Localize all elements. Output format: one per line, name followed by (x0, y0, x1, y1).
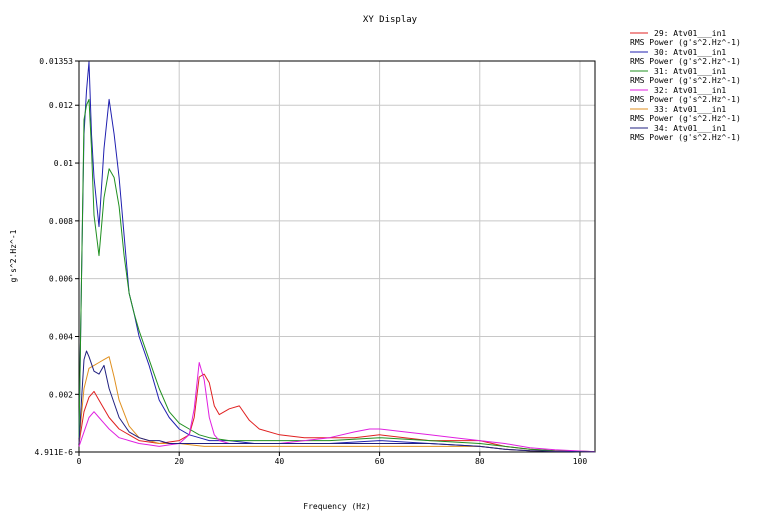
y-axis-ticks: 4.911E-6 0.002 0.004 0.006 0.008 0.01 0.012 0.0… (34, 57, 79, 457)
y-tick-label: 0.012 (49, 101, 73, 110)
x-tick-label: 40 (275, 457, 285, 466)
legend-name-4: 32: Atv01___in1 (654, 86, 726, 95)
y-tick-label: 0.002 (49, 390, 73, 399)
x-axis-label: Frequency (Hz) (303, 502, 370, 511)
y-tick-label: 0.006 (49, 275, 73, 284)
y-tick-label: 0.01 (54, 159, 73, 168)
y-tick-label: 0.008 (49, 217, 73, 226)
y-tick-label: 0.01353 (39, 57, 73, 66)
series-line-1[interactable] (78, 373, 596, 453)
x-tick-label: 100 (573, 457, 588, 466)
series-line-6[interactable] (78, 350, 596, 453)
grid (79, 61, 595, 452)
series-line-4[interactable] (78, 362, 596, 453)
legend-unit-2: RMS Power (g's^2.Hz^-1) (630, 57, 741, 66)
legend-unit-5: RMS Power (g's^2.Hz^-1) (630, 114, 741, 123)
legend-name-1: 29: Atv01___in1 (654, 29, 726, 38)
legend-unit-1: RMS Power (g's^2.Hz^-1) (630, 38, 741, 47)
y-axis-label: g's^2.Hz^-1 (9, 229, 18, 282)
series-layer (78, 61, 596, 453)
legend-name-3: 31: Atv01___in1 (654, 67, 726, 76)
legend-unit-4: RMS Power (g's^2.Hz^-1) (630, 95, 741, 104)
x-tick-label: 20 (174, 457, 184, 466)
legend-unit-6: RMS Power (g's^2.Hz^-1) (630, 133, 741, 142)
legend-name-2: 30: Atv01___in1 (654, 48, 726, 57)
legend-name-6: 34: Atv01___in1 (654, 124, 726, 133)
series-line-2[interactable] (78, 61, 596, 453)
plot-area[interactable] (78, 60, 596, 453)
chart-title: XY Display (363, 15, 418, 25)
x-axis-ticks: 0 20 40 60 80 100 (77, 452, 588, 466)
y-tick-label: 4.911E-6 (34, 448, 73, 457)
y-tick-label: 0.004 (49, 333, 73, 342)
legend-name-5: 33: Atv01___in1 (654, 105, 726, 114)
series-line-3[interactable] (78, 98, 596, 453)
legend-unit-3: RMS Power (g's^2.Hz^-1) (630, 76, 741, 85)
x-tick-label: 60 (375, 457, 385, 466)
x-tick-label: 0 (77, 457, 82, 466)
x-tick-label: 80 (475, 457, 485, 466)
